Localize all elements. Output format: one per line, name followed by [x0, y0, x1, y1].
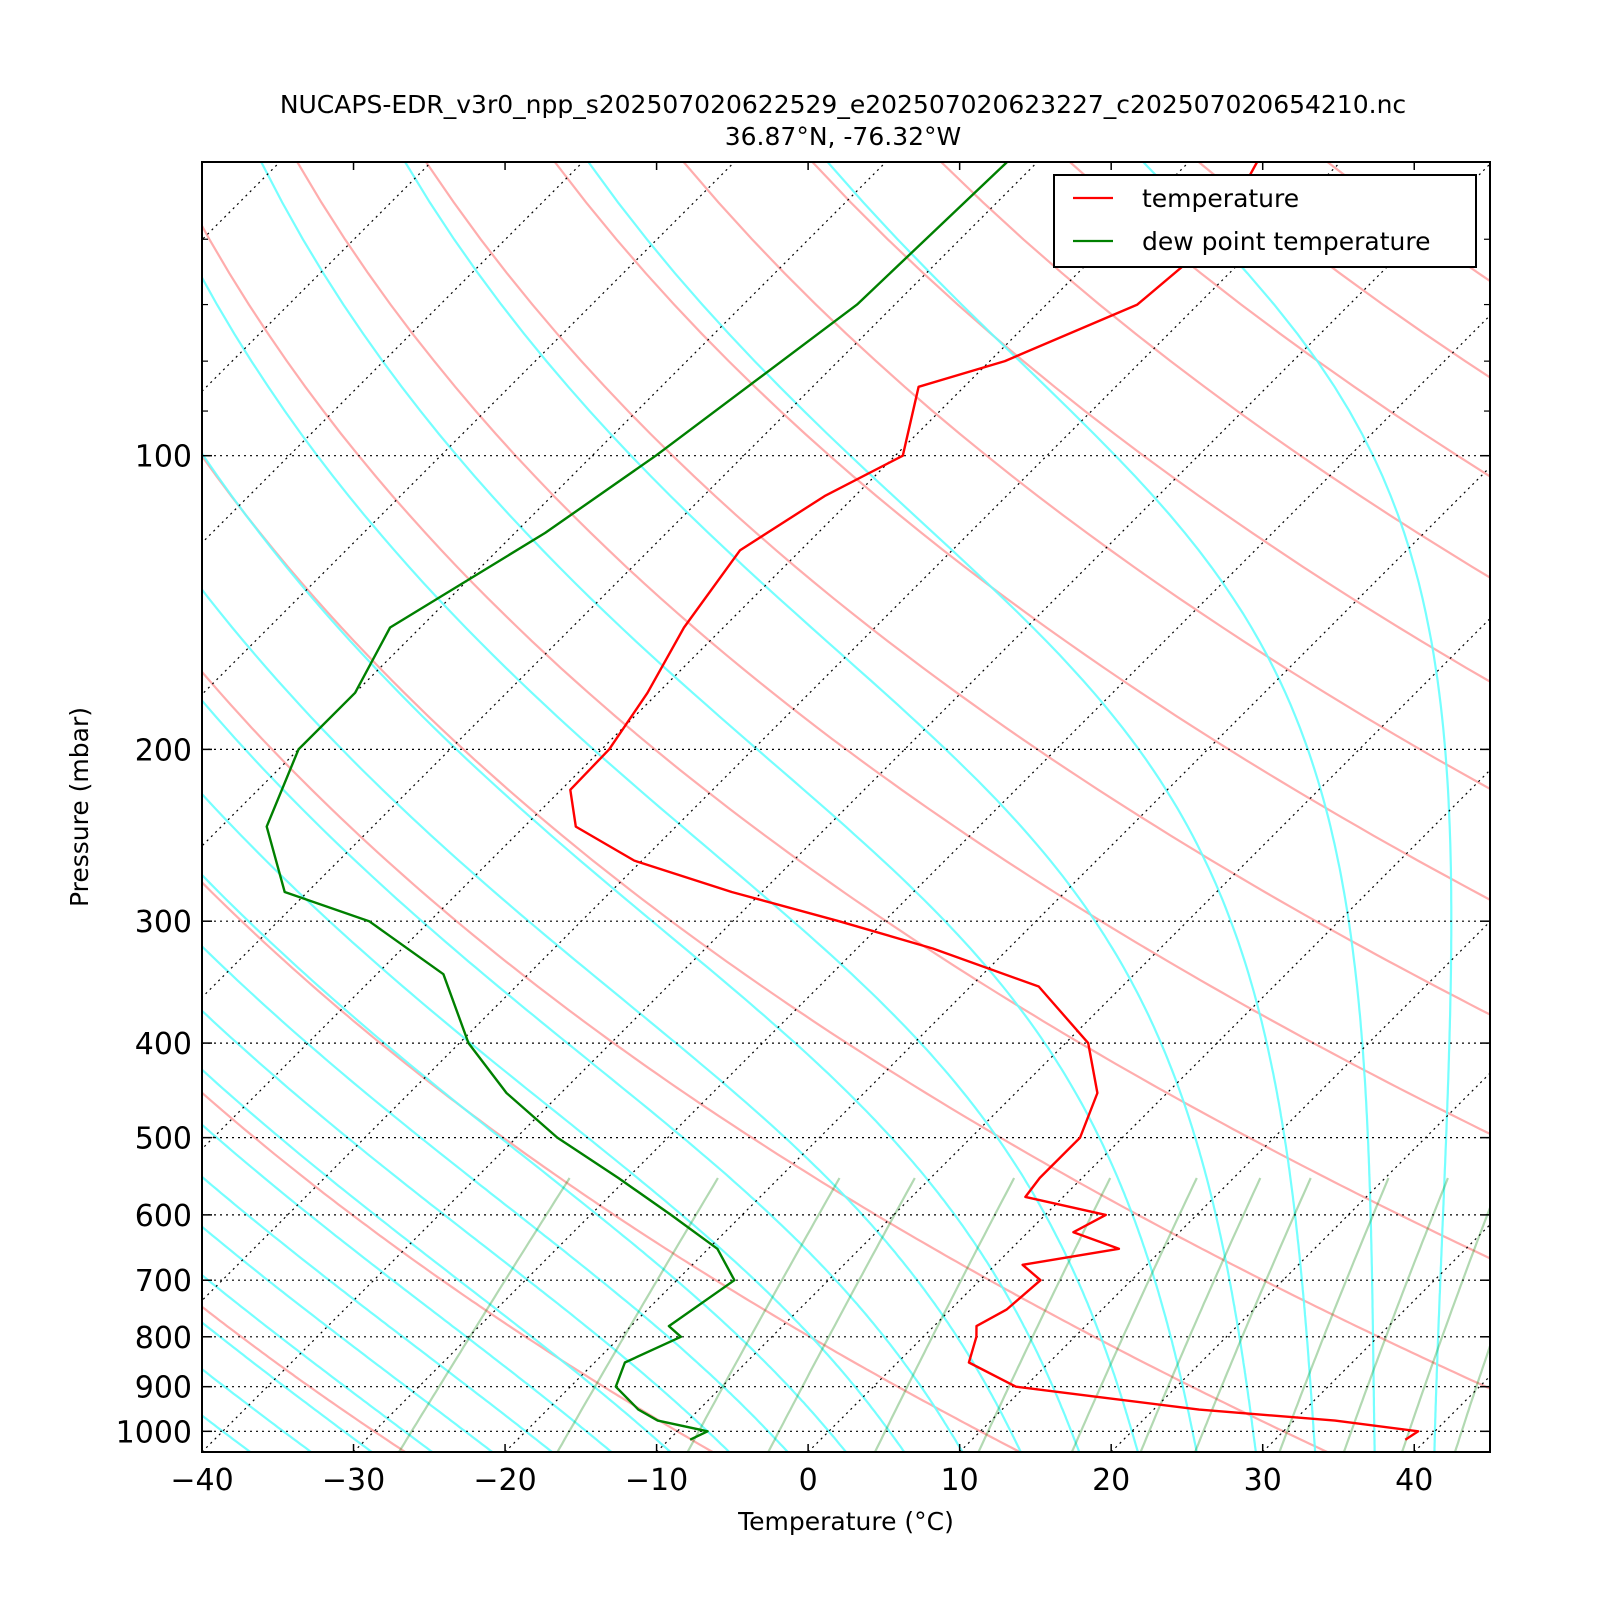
dry-adiabats: [202, 162, 1490, 1452]
moist-adiabat: [404, 162, 1257, 1452]
moist-adiabat: [202, 873, 847, 1452]
moist-adiabat: [587, 162, 1317, 1452]
isotherm-line: [202, 162, 887, 847]
moist-adiabat: [202, 587, 1022, 1452]
series-lines: [265, 162, 1420, 1441]
dry-adiabat: [682, 162, 1490, 791]
mixing-ratio-line: [1070, 1177, 1198, 1452]
moist-adiabat: [202, 275, 1139, 1452]
isotherm-line: [202, 162, 1038, 999]
y-tick-label: 400: [135, 1027, 192, 1062]
x-axis-label: Temperature (°C): [737, 1507, 954, 1536]
mixing-ratio-line: [1453, 1342, 1490, 1452]
isotherm-line: [202, 163, 1490, 1452]
background-lines: [202, 162, 1490, 1452]
dry-adiabat: [202, 454, 1490, 1390]
y-tick-label: 600: [135, 1199, 192, 1234]
x-tick-label: −40: [170, 1463, 233, 1498]
y-tick-label: 500: [135, 1122, 192, 1157]
isotherm-line: [202, 162, 1341, 1302]
x-tick-label: 30: [1244, 1463, 1282, 1498]
moist-adiabat: [1142, 162, 1453, 1452]
x-tick-label: −30: [322, 1463, 385, 1498]
mixing-ratio-line: [686, 1177, 841, 1452]
moist-adiabat: [202, 1123, 613, 1452]
dry-adiabat: [553, 162, 1490, 902]
dry-adiabat: [202, 1091, 714, 1452]
dry-adiabat: [202, 1305, 406, 1452]
y-tick-label: 300: [135, 905, 192, 940]
y-tick-label: 700: [135, 1264, 192, 1299]
mixing-ratio-line: [398, 1177, 571, 1452]
moist-adiabat: [202, 1009, 730, 1452]
mixing-ratio-line: [1194, 1177, 1312, 1452]
mixing-ratio-line: [874, 1177, 1016, 1452]
moist-adiabat: [202, 1321, 373, 1452]
y-axis-label: Pressure (mbar): [65, 707, 94, 907]
dry-adiabat: [425, 162, 1490, 1016]
legend-label-dew-point: dew point temperature: [1142, 227, 1431, 256]
dry-adiabat: [202, 223, 1490, 1260]
moist-adiabat: [202, 1175, 553, 1452]
x-ticks: −40 −30 −20 −10 0 10 20 30 40: [170, 162, 1433, 1498]
y-tick-label: 800: [135, 1321, 192, 1356]
isobar-grid: [202, 455, 1490, 1432]
y-tick-label: 100: [135, 440, 192, 475]
x-tick-label: 20: [1092, 1463, 1130, 1498]
chart-subtitle: 36.87°N, -76.32°W: [725, 122, 961, 151]
moist-adiabats: [202, 162, 1453, 1452]
moist-adiabat: [826, 162, 1376, 1452]
moist-adiabat: [260, 162, 1198, 1452]
mixing-ratio-line: [1401, 1204, 1490, 1452]
temperature-line: [569, 162, 1420, 1441]
moist-adiabat: [202, 1225, 493, 1452]
dry-adiabat: [296, 162, 1490, 1136]
chart-title: NUCAPS-EDR_v3r0_npp_s202507020622529_e20…: [280, 90, 1406, 119]
x-tick-label: 10: [941, 1463, 979, 1498]
y-tick-label: 900: [135, 1371, 192, 1406]
moist-adiabat: [202, 792, 906, 1452]
plot-frame: [201, 161, 1491, 1453]
x-tick-label: −10: [625, 1463, 688, 1498]
isotherm-line: [504, 466, 1490, 1452]
mixing-ratio-line: [1139, 1177, 1262, 1452]
dew-point-line: [265, 162, 1008, 1441]
legend: temperature dew point temperature: [1053, 174, 1477, 268]
moist-adiabat: [202, 944, 789, 1452]
isotherm-line: [656, 617, 1490, 1452]
moist-adiabat: [202, 1367, 312, 1452]
moist-adiabat: [202, 1273, 433, 1452]
x-tick-label: 0: [799, 1463, 818, 1498]
moist-adiabat: [202, 698, 964, 1452]
x-tick-label: −20: [473, 1463, 536, 1498]
isotherm-line: [807, 769, 1490, 1452]
mixing-ratio-line: [767, 1177, 916, 1452]
legend-label-temperature: temperature: [1142, 184, 1299, 213]
legend-box: [1053, 174, 1477, 268]
y-ticks: 100 200 300 400 500 600 700 800 900 1000: [116, 161, 1490, 1450]
x-tick-label: 40: [1395, 1463, 1433, 1498]
dry-adiabat: [202, 880, 1021, 1452]
isotherm-line: [202, 162, 1190, 1150]
moist-adiabat: [202, 451, 1081, 1452]
moist-adiabat: [202, 1068, 672, 1452]
isotherm-grid: [202, 162, 1490, 1452]
y-tick-label: 1000: [116, 1415, 192, 1450]
isotherm-line: [353, 314, 1490, 1452]
dry-adiabat: [202, 670, 1328, 1452]
y-tick-label: 200: [135, 733, 192, 768]
